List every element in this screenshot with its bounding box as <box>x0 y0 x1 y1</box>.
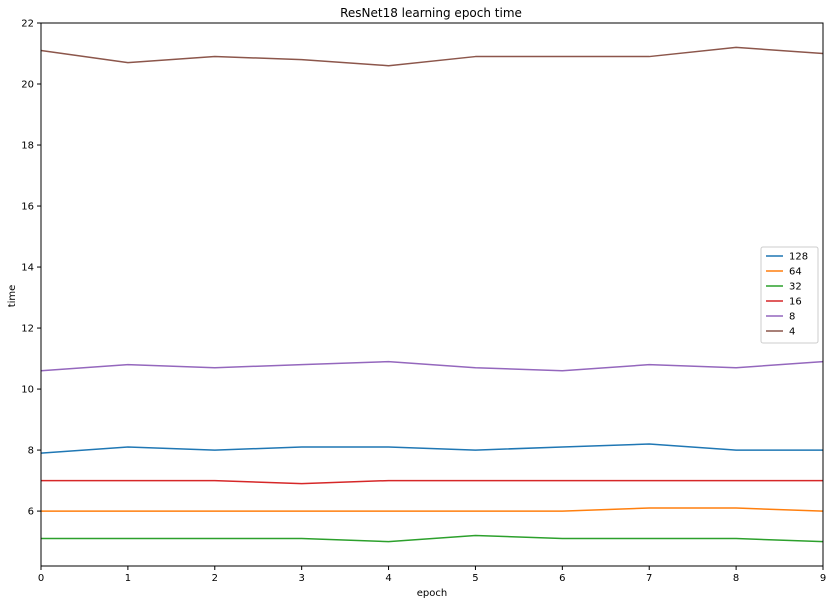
series-point-64 <box>127 510 129 512</box>
series-point-32 <box>562 538 564 540</box>
legend-label-32: 32 <box>789 282 802 293</box>
legend-label-128: 128 <box>789 252 808 263</box>
series-point-16 <box>214 480 216 482</box>
series-point-8 <box>127 364 129 366</box>
series-point-128 <box>127 446 129 448</box>
series-point-128 <box>735 449 737 451</box>
series-point-32 <box>127 538 129 540</box>
series-point-64 <box>648 507 650 509</box>
legend: 128 64 32 16 8 4 <box>760 246 819 344</box>
series-point-32 <box>214 538 216 540</box>
series-point-16 <box>475 480 477 482</box>
series-point-128 <box>475 449 477 451</box>
series-point-64 <box>388 510 390 512</box>
x-tick-label: 3 <box>298 573 304 584</box>
series-point-8 <box>475 367 477 369</box>
y-axis: 6 8 10 12 14 16 18 20 22 <box>21 19 41 518</box>
series-point-32 <box>648 538 650 540</box>
y-tick-label: 10 <box>21 385 34 396</box>
legend-label-4: 4 <box>789 327 795 338</box>
series-point-4 <box>388 65 390 67</box>
series-point-64 <box>214 510 216 512</box>
plot-frame <box>40 22 824 567</box>
series-point-4 <box>475 56 477 58</box>
series-point-32 <box>735 538 737 540</box>
series-point-64 <box>735 507 737 509</box>
series-point-4 <box>127 62 129 64</box>
x-tick-label: 2 <box>212 573 218 584</box>
series-line-8 <box>40 360 824 372</box>
x-tick-label: 1 <box>125 573 131 584</box>
x-axis-label: epoch <box>417 588 447 599</box>
y-tick-label: 8 <box>28 446 34 457</box>
y-tick-label: 18 <box>21 141 34 152</box>
series-point-4 <box>648 56 650 58</box>
series-point-64 <box>562 510 564 512</box>
series-point-32 <box>475 535 477 537</box>
series-line-4 <box>40 46 824 67</box>
chart-title: ResNet18 learning epoch time <box>340 6 522 20</box>
y-tick-label: 12 <box>21 324 34 335</box>
legend-label-64: 64 <box>789 267 802 278</box>
x-tick-label: 0 <box>38 573 44 584</box>
y-tick-label: 22 <box>21 19 34 30</box>
y-axis-label: time <box>7 285 18 308</box>
x-axis: 0 1 2 3 4 5 6 7 8 9 <box>38 566 826 584</box>
x-tick-label: 4 <box>385 573 391 584</box>
series-point-16 <box>301 483 303 485</box>
x-tick-label: 6 <box>559 573 565 584</box>
series-point-8 <box>214 367 216 369</box>
series-point-4 <box>562 56 564 58</box>
series-line-128 <box>40 443 823 454</box>
series-point-4 <box>301 59 303 61</box>
series-line-64 <box>41 507 824 512</box>
lines-layer <box>40 46 824 543</box>
series-line-32 <box>41 534 824 543</box>
series-point-16 <box>735 480 737 482</box>
series-point-8 <box>648 364 650 366</box>
x-tick-label: 8 <box>733 573 739 584</box>
series-point-8 <box>388 361 390 363</box>
series-point-128 <box>562 446 564 448</box>
series-point-128 <box>214 449 216 451</box>
y-tick-label: 16 <box>21 202 34 213</box>
legend-label-16: 16 <box>789 297 802 308</box>
series-point-4 <box>214 56 216 58</box>
x-tick-label: 7 <box>646 573 652 584</box>
series-point-128 <box>388 446 390 448</box>
series-point-16 <box>648 480 650 482</box>
series-point-128 <box>301 446 303 448</box>
series-point-8 <box>735 367 737 369</box>
series-point-16 <box>127 480 129 482</box>
series-point-16 <box>562 480 564 482</box>
y-tick-label: 14 <box>21 263 34 274</box>
series-line-16 <box>41 479 823 485</box>
series-point-8 <box>301 364 303 366</box>
y-tick-label: 6 <box>28 507 34 518</box>
series-point-128 <box>648 443 650 445</box>
y-tick-label: 20 <box>21 80 34 91</box>
series-point-64 <box>475 510 477 512</box>
series-point-8 <box>562 370 564 372</box>
series-point-4 <box>735 47 737 49</box>
legend-label-8: 8 <box>789 312 795 323</box>
x-tick-label: 9 <box>820 573 826 584</box>
series-point-32 <box>301 538 303 540</box>
series-point-16 <box>388 480 390 482</box>
x-tick-label: 5 <box>472 573 478 584</box>
series-point-64 <box>301 510 303 512</box>
series-point-32 <box>388 541 390 543</box>
